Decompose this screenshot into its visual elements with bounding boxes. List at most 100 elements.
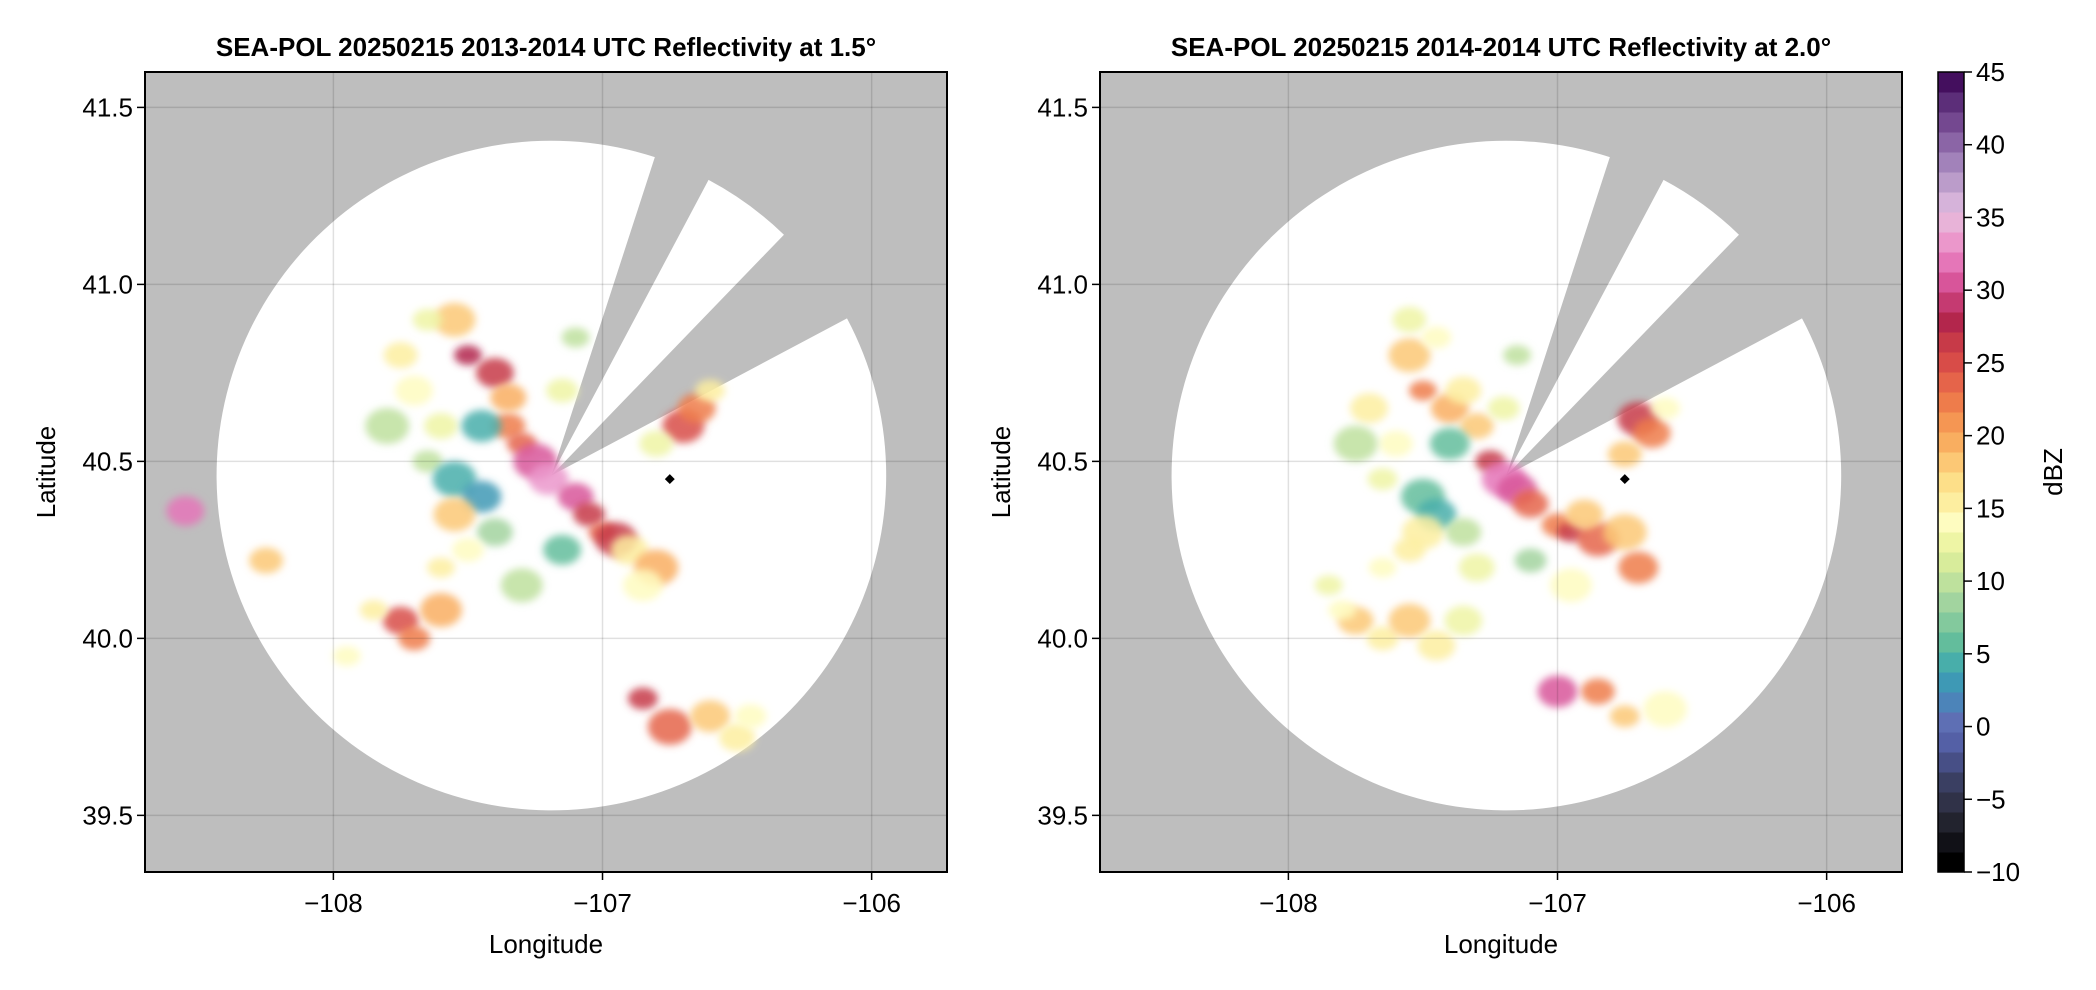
colorbar-tick-label: 40 (1976, 130, 2005, 160)
colorbar: −10 −5 0 5 10 15 20 25 30 35 40 45 dBZ (1937, 57, 2068, 887)
panel-2-echo-cell (1314, 575, 1343, 596)
panel-1-echo-cell (398, 626, 431, 651)
colorbar-swatch (1938, 632, 1964, 653)
colorbar-ticks: −10 −5 0 5 10 15 20 25 30 35 40 45 (1964, 57, 2020, 887)
colorbar-swatch (1938, 232, 1964, 253)
panel-1-echo-cell (424, 412, 459, 439)
panel-1-x-axis-label: Longitude (489, 929, 603, 959)
panel-2-echo-cell (1632, 418, 1671, 449)
colorbar-swatch (1938, 372, 1964, 393)
panel-2-echo-cell (1580, 678, 1615, 705)
panel-1-echo-cell (451, 537, 484, 562)
colorbar-tick-label: 20 (1976, 421, 2005, 451)
panel-1-echo-cell (249, 547, 284, 574)
colorbar-tick-label: 10 (1976, 566, 2005, 596)
panel-1-x-tick-label: −106 (842, 888, 901, 918)
panel-2-x-tick-label: −107 (1528, 888, 1587, 918)
colorbar-swatch (1938, 592, 1964, 613)
colorbar-swatch (1938, 772, 1964, 793)
panel-2-y-tick-label: 39.5 (1037, 800, 1088, 830)
colorbar-tick-label: −5 (1976, 784, 2006, 814)
colorbar-swatch (1938, 472, 1964, 493)
panel-1-echoes (166, 302, 767, 752)
panel-2-echo-cell (1459, 412, 1494, 439)
panel-1-echo-cell (453, 345, 482, 366)
colorbar-tick-label: 15 (1976, 493, 2005, 523)
panel-1-x-tick-label: −108 (304, 888, 363, 918)
panel-1-echo-cell (734, 704, 767, 729)
colorbar-tick-label: 30 (1976, 275, 2005, 305)
panel-1-echo-cell (461, 409, 502, 442)
panel-2-echo-cell (1607, 441, 1642, 468)
colorbar-swatch (1938, 552, 1964, 573)
panel-2-y-tick-label: 40.0 (1037, 623, 1088, 653)
panel-2-echo-cell (1444, 605, 1483, 636)
colorbar-swatch (1938, 352, 1964, 373)
panel-1-echo-cell (433, 302, 476, 337)
panel-2-echo-cell (1512, 489, 1549, 518)
colorbar-swatch (1938, 392, 1964, 413)
panel-2-y-tick-label: 40.5 (1037, 446, 1088, 476)
panel-2-y-tick-label: 41.0 (1037, 269, 1088, 299)
panel-2-echo-cell (1609, 705, 1640, 728)
panel-1-echo-cell (412, 450, 443, 473)
panel-2-echo-cell (1602, 514, 1647, 551)
panel-2-y-tick-label: 41.5 (1037, 92, 1088, 122)
panel-1-echo-cell (365, 407, 410, 444)
panel-1-echo-cell (490, 383, 527, 412)
colorbar-swatch (1938, 532, 1964, 553)
colorbar-swatch (1938, 92, 1964, 113)
panel-2-echoes (1314, 306, 1688, 728)
panel-2-echo-cell (1643, 691, 1688, 728)
colorbar-swatch (1938, 112, 1964, 133)
colorbar-label: dBZ (2038, 448, 2068, 496)
colorbar-swatch (1938, 672, 1964, 693)
panel-2-x-tick-label: −108 (1259, 888, 1318, 918)
panel-1-echo-cell (491, 412, 526, 439)
panel-2-echo-cell (1650, 397, 1681, 420)
panel-1-y-tick-label: 41.0 (82, 269, 133, 299)
panel-2-echo-cell (1368, 557, 1397, 578)
colorbar-tick-label: −10 (1976, 857, 2020, 887)
panel-1-echo-cell (695, 379, 726, 402)
colorbar-swatch (1938, 152, 1964, 173)
panel-2-echo-cell (1350, 393, 1389, 424)
colorbar-swatch (1938, 272, 1964, 293)
panel-2-title: SEA-POL 20250215 2014-2014 UTC Reflectiv… (1171, 32, 1831, 62)
panel-1-echo-cell (690, 700, 731, 733)
panel-1-echo-cell (166, 495, 205, 526)
colorbar-swatch (1938, 832, 1964, 853)
colorbar-swatches (1938, 72, 1964, 873)
panel-2-echo-cell (1379, 430, 1414, 457)
panel-2-echo-cell (1392, 306, 1427, 333)
colorbar-tick-label: 25 (1976, 348, 2005, 378)
panel-1-y-tick-label: 40.0 (82, 623, 133, 653)
panel-1-echo-cell (412, 308, 443, 331)
colorbar-tick-label: 45 (1976, 57, 2005, 87)
panel-2-echo-cell (1445, 518, 1482, 547)
panel-2-echo-cell (1618, 551, 1659, 584)
panel-2-echo-cell (1367, 468, 1398, 491)
panel-2-frame (1099, 71, 1903, 873)
colorbar-swatch (1938, 332, 1964, 353)
colorbar-tick-label: 5 (1976, 639, 1990, 669)
panel-2-x-ticks: −108 −107 −106 (1259, 872, 1856, 918)
panel-1-echo-cell (719, 723, 756, 752)
panel-1-y-ticks: 39.5 40.0 40.5 41.0 41.5 (82, 92, 145, 830)
colorbar-swatch (1938, 192, 1964, 213)
panel-2-echo-cell (1408, 380, 1437, 401)
panel-1-marker (664, 474, 675, 485)
panel-2-echo-cell (1445, 376, 1482, 405)
panel-2-echo-cell (1429, 427, 1470, 460)
panel-1-echo-cell (500, 568, 543, 603)
colorbar-swatch (1938, 652, 1964, 673)
colorbar-swatch (1938, 732, 1964, 753)
panel-1-echo-cell (647, 708, 692, 745)
colorbar-swatch (1938, 252, 1964, 273)
colorbar-swatch (1938, 512, 1964, 533)
colorbar-swatch (1938, 792, 1964, 813)
panel-2-echo-cell (1458, 553, 1495, 582)
panel-2-echo-cell (1421, 326, 1452, 349)
panel-1-echo-cell (332, 646, 361, 667)
